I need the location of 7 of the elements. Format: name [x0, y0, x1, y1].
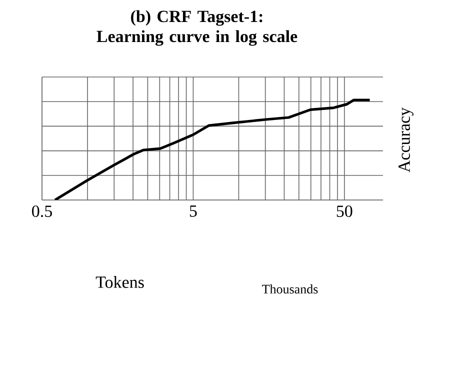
y-axis-title: Accuracy [398, 107, 414, 172]
x-axis-title: Tokens [96, 276, 144, 288]
x-tick-label: 0.5 [32, 206, 52, 218]
text: Thousands [262, 284, 318, 294]
x-tick-label: 5 [190, 206, 197, 217]
x-tick-label: 50 [336, 206, 352, 217]
chart-title: (b) CRF Tagset-1: Learning curve in log scale [96, 10, 298, 46]
